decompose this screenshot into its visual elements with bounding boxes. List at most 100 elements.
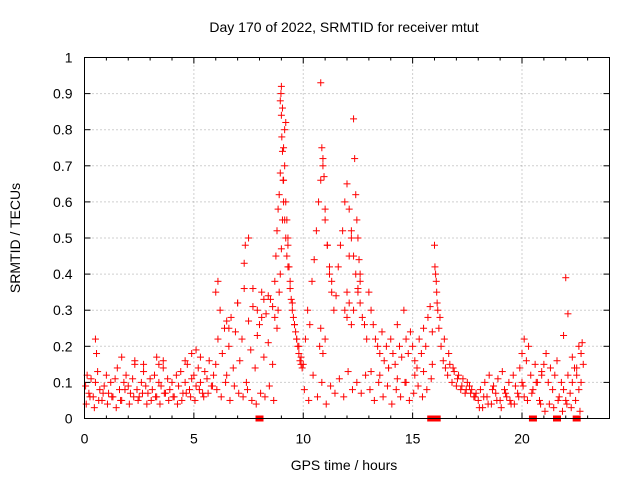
- y-tick-label: 0.4: [53, 266, 73, 282]
- data-point: [393, 321, 401, 329]
- data-point: [227, 313, 235, 321]
- x-tick-labels: 0 5 10 15 20: [81, 431, 530, 447]
- data-point: [186, 386, 193, 394]
- data-point: [363, 335, 371, 343]
- data-point: [143, 400, 151, 408]
- data-point: [275, 191, 283, 199]
- data-point: [484, 400, 492, 408]
- data-point: [391, 360, 399, 368]
- data-point: [273, 227, 281, 235]
- data-point: [278, 104, 286, 112]
- data-point: [292, 328, 300, 336]
- data-point: [277, 245, 285, 253]
- data-point: [168, 378, 176, 386]
- data-point: [540, 360, 548, 368]
- y-tick-label: 0.9: [53, 86, 73, 102]
- data-point: [304, 306, 312, 314]
- data-point: [216, 306, 224, 314]
- data-point: [133, 386, 141, 394]
- data-point: [317, 324, 325, 332]
- data-point: [557, 378, 565, 386]
- data-point: [253, 331, 261, 339]
- data-point: [365, 288, 373, 296]
- data-point: [331, 389, 339, 397]
- data-point: [273, 324, 281, 332]
- y-tick-label: 0: [65, 411, 73, 427]
- data-point: [538, 371, 546, 379]
- data-point: [318, 144, 326, 152]
- data-point: [514, 389, 522, 397]
- data-point: [296, 357, 304, 365]
- data-point: [411, 357, 419, 365]
- data-point: [147, 396, 155, 404]
- data-point: [420, 324, 428, 332]
- data-point: [575, 386, 583, 394]
- data-point: [374, 342, 382, 350]
- data-point: [345, 299, 353, 307]
- data-point: [369, 321, 377, 329]
- data-point: [225, 342, 233, 350]
- data-point: [326, 270, 333, 278]
- data-point: [108, 393, 116, 401]
- data-point: [94, 368, 102, 376]
- data-point: [218, 350, 226, 358]
- data-point: [579, 360, 587, 368]
- data-point: [300, 386, 308, 394]
- data-point: [82, 382, 90, 390]
- data-point: [396, 342, 403, 350]
- data-point: [131, 357, 139, 365]
- data-point: [578, 339, 586, 347]
- data-point: [567, 404, 575, 412]
- data-point: [240, 259, 248, 267]
- data-point: [313, 393, 321, 401]
- data-point: [177, 368, 185, 376]
- data-point: [505, 378, 513, 386]
- data-point: [281, 216, 289, 224]
- data-point: [467, 389, 475, 397]
- data-point: [278, 147, 286, 155]
- data-point: [357, 389, 365, 397]
- data-point: [426, 303, 434, 311]
- y-tick-label: 0.5: [53, 230, 73, 246]
- data-point: [367, 306, 375, 314]
- data-point: [316, 342, 324, 350]
- data-point: [310, 256, 318, 264]
- data-point: [204, 389, 212, 397]
- data-point: [301, 335, 309, 343]
- data-point: [152, 393, 160, 401]
- data-point: [245, 234, 253, 242]
- data-point: [335, 375, 343, 383]
- data-point: [195, 386, 203, 394]
- data-point: [188, 375, 196, 383]
- data-point: [564, 310, 572, 318]
- data-point: [121, 386, 129, 394]
- data-point: [562, 274, 570, 282]
- data-point: [214, 277, 222, 285]
- data-point: [497, 404, 505, 412]
- data-point: [284, 263, 292, 271]
- data-point: [103, 400, 111, 408]
- data-point: [258, 313, 266, 321]
- data-point: [392, 386, 400, 394]
- data-point: [181, 378, 189, 386]
- data-point: [111, 375, 119, 383]
- data-point: [280, 198, 288, 206]
- data-point: [282, 234, 290, 242]
- data-point: [510, 400, 518, 408]
- data-point: [282, 118, 290, 126]
- data-point: [424, 313, 432, 321]
- data-point: [298, 364, 306, 372]
- data-point: [427, 375, 435, 383]
- data-point: [344, 368, 352, 376]
- data-point: [297, 353, 305, 361]
- data-point: [205, 357, 213, 365]
- data-point: [423, 386, 431, 394]
- data-point: [405, 396, 413, 404]
- data-point: [191, 396, 199, 404]
- data-point: [156, 400, 164, 408]
- data-point: [434, 306, 442, 314]
- data-point: [433, 299, 441, 307]
- data-point: [242, 378, 250, 386]
- data-point: [428, 360, 436, 368]
- data-point: [353, 216, 361, 224]
